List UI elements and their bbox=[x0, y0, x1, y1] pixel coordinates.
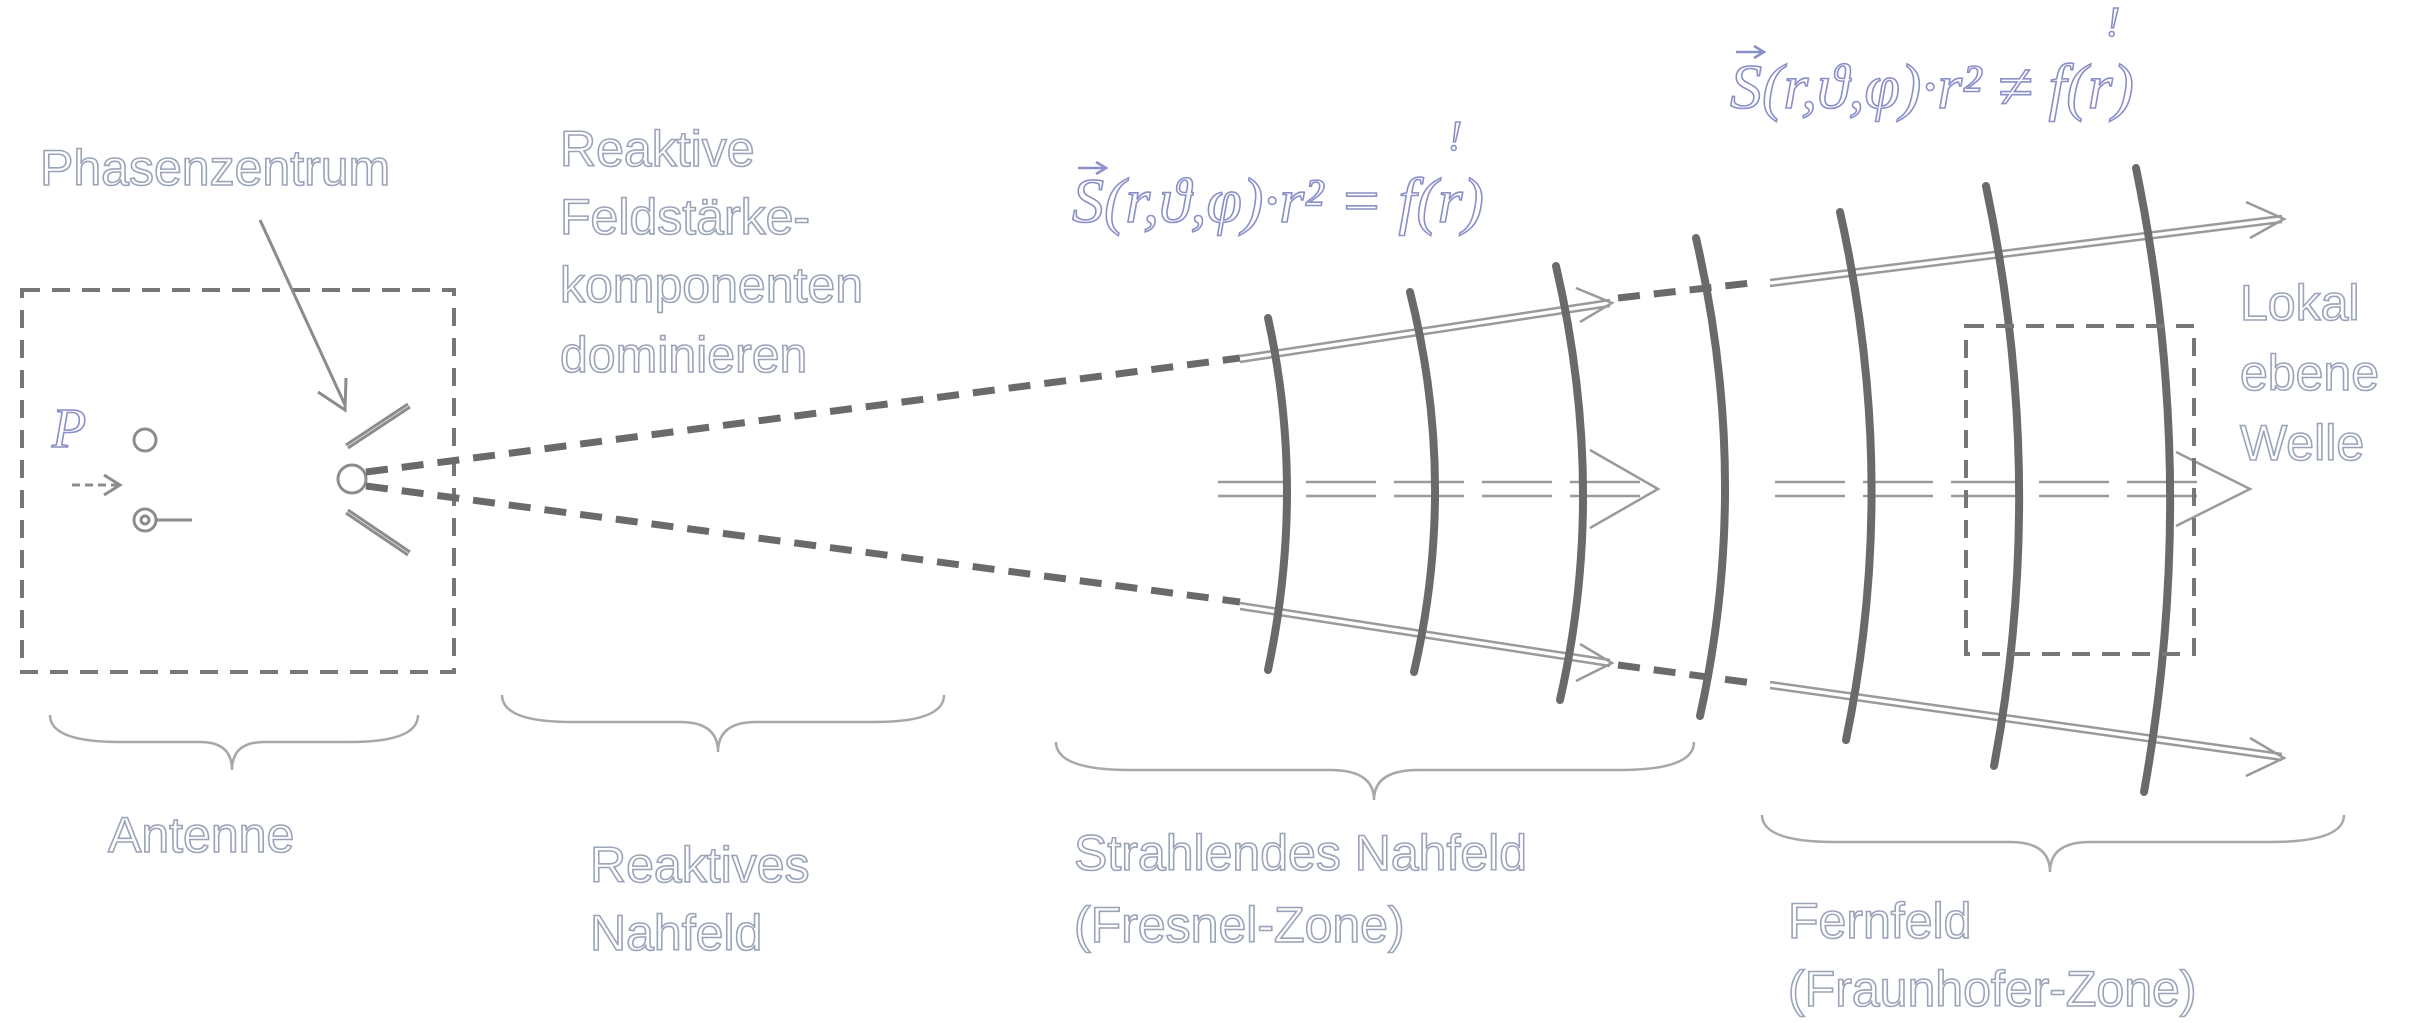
cone-lines bbox=[365, 278, 1761, 688]
braces bbox=[48, 694, 2346, 873]
svg-text:Fernfeld: Fernfeld bbox=[1788, 893, 1971, 949]
reactive-nearfield-label: Reaktives Nahfeld bbox=[589, 836, 810, 962]
wavefront-3 bbox=[1552, 262, 1587, 704]
svg-text:dominieren: dominieren bbox=[560, 327, 807, 383]
svg-text:komponenten: komponenten bbox=[560, 257, 863, 313]
svg-text:Feldstärke-: Feldstärke- bbox=[560, 189, 810, 245]
svg-text:Reaktives: Reaktives bbox=[590, 837, 810, 893]
power-symbol: P bbox=[51, 398, 86, 460]
svg-text:Nahfeld: Nahfeld bbox=[590, 905, 762, 961]
wavefront-7 bbox=[2132, 164, 2175, 796]
dipole bbox=[336, 402, 411, 557]
svg-text:S(r,ϑ,φ)·r² ≠ f(r): S(r,ϑ,φ)·r² ≠ f(r) bbox=[1730, 51, 2134, 122]
plane-wave-label: Lokal ebene Welle bbox=[2239, 274, 2380, 472]
svg-text:Welle: Welle bbox=[2240, 415, 2364, 471]
wavefront-6 bbox=[1982, 182, 2024, 770]
ray-arrows bbox=[1239, 200, 2287, 778]
svg-text:Strahlendes Nahfeld: Strahlendes Nahfeld bbox=[1074, 825, 1527, 881]
fresnel-exclamation: ! bbox=[1448, 114, 1462, 160]
wavefront-4 bbox=[1692, 234, 1730, 720]
fraunhofer-equation: S(r,ϑ,φ)·r² ≠ f(r) ! bbox=[1729, 0, 2134, 123]
antenna-box bbox=[20, 288, 456, 674]
svg-text:Lokal: Lokal bbox=[2240, 275, 2360, 331]
fresnel-equation: S(r,ϑ,φ)·r² = f(r) ! bbox=[1071, 113, 1484, 237]
farfield-label: Fernfeld (Fraunhofer-Zone) bbox=[1787, 892, 2197, 1018]
wavefronts bbox=[1264, 164, 2175, 796]
svg-text:S(r,ϑ,φ)·r² = f(r): S(r,ϑ,φ)·r² = f(r) bbox=[1072, 165, 1484, 236]
wavefront-1 bbox=[1264, 314, 1291, 674]
brace-reactive-nearfield bbox=[500, 694, 946, 753]
feed-terminals bbox=[132, 427, 192, 533]
brace-antenna bbox=[48, 714, 420, 771]
brace-fraunhofer bbox=[1760, 814, 2346, 873]
wavefront-5 bbox=[1836, 208, 1876, 744]
svg-text:(Fresnel-Zone): (Fresnel-Zone) bbox=[1074, 897, 1405, 953]
power-arrow bbox=[72, 473, 123, 497]
fraunhofer-exclamation: ! bbox=[2106, 0, 2120, 46]
plane-wave-box bbox=[1964, 324, 2196, 656]
phase-center-pointer bbox=[258, 219, 348, 413]
center-arrows bbox=[1218, 448, 2253, 530]
svg-text:(Fraunhofer-Zone): (Fraunhofer-Zone) bbox=[1788, 961, 2197, 1017]
wavefront-2 bbox=[1406, 288, 1439, 676]
brace-fresnel bbox=[1054, 741, 1696, 801]
svg-text:ebene: ebene bbox=[2240, 345, 2379, 401]
radiating-nearfield-label: Strahlendes Nahfeld (Fresnel-Zone) bbox=[1073, 824, 1528, 954]
antenna-label: Antenne bbox=[108, 807, 294, 863]
svg-text:Reaktive: Reaktive bbox=[560, 121, 755, 177]
reactive-components-label: Reaktive Feldstärke- komponenten dominie… bbox=[559, 120, 864, 384]
phase-center-label: Phasenzentrum bbox=[40, 140, 390, 196]
